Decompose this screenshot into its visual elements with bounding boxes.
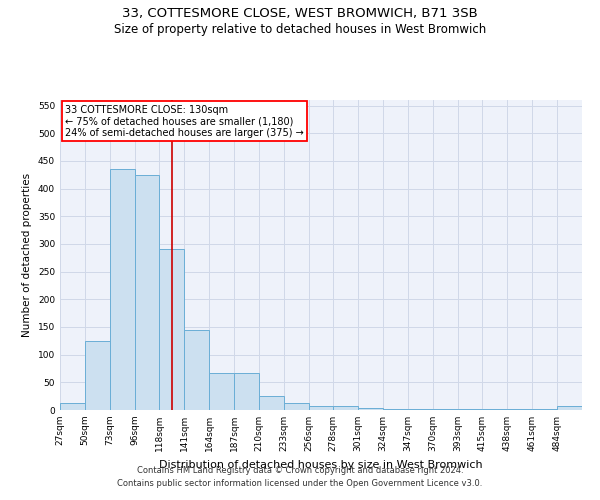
Bar xyxy=(110,169,135,410)
Bar xyxy=(60,404,85,410)
Text: 33 COTTESMORE CLOSE: 130sqm
← 75% of detached houses are smaller (1,180)
24% of : 33 COTTESMORE CLOSE: 130sqm ← 75% of det… xyxy=(65,104,304,138)
Bar xyxy=(458,409,482,410)
Bar xyxy=(309,406,333,410)
Bar xyxy=(159,250,184,410)
Bar xyxy=(135,174,159,410)
Bar xyxy=(532,409,557,410)
Text: Size of property relative to detached houses in West Bromwich: Size of property relative to detached ho… xyxy=(114,22,486,36)
Bar xyxy=(234,373,259,410)
Text: Contains HM Land Registry data © Crown copyright and database right 2024.
Contai: Contains HM Land Registry data © Crown c… xyxy=(118,466,482,487)
Bar xyxy=(85,341,110,410)
Bar xyxy=(482,409,507,410)
Bar xyxy=(209,373,234,410)
X-axis label: Distribution of detached houses by size in West Bromwich: Distribution of detached houses by size … xyxy=(159,460,483,469)
Bar xyxy=(284,404,309,410)
Bar xyxy=(507,409,532,410)
Bar xyxy=(358,408,383,410)
Bar xyxy=(333,406,358,410)
Text: 33, COTTESMORE CLOSE, WEST BROMWICH, B71 3SB: 33, COTTESMORE CLOSE, WEST BROMWICH, B71… xyxy=(122,8,478,20)
Bar xyxy=(433,409,458,410)
Bar xyxy=(383,409,408,410)
Bar xyxy=(259,396,284,410)
Bar xyxy=(408,409,433,410)
Y-axis label: Number of detached properties: Number of detached properties xyxy=(22,173,32,337)
Bar xyxy=(557,406,582,410)
Bar xyxy=(184,330,209,410)
